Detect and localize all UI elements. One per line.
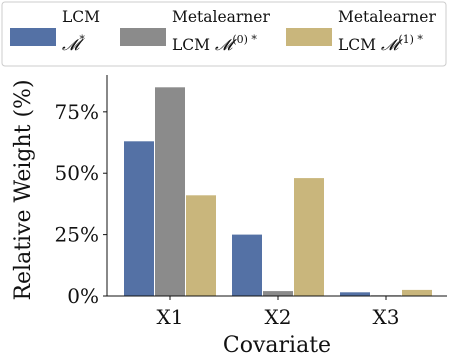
- legend-prefix-metalearner-m1: LCM: [338, 36, 381, 54]
- legend-sup-lcm: *: [79, 33, 85, 46]
- legend-label-lcm-line1: LCM: [62, 8, 100, 26]
- bar-x1-series-1: [155, 87, 185, 296]
- bar-x1-series-0: [124, 141, 154, 296]
- legend-sup-metalearner-m0: (0) *: [232, 33, 257, 46]
- legend-entry-lcm: LCM 𝓜*: [10, 8, 100, 54]
- legend-math-lcm: 𝓜: [62, 36, 84, 54]
- legend-prefix-metalearner-m0: LCM: [172, 36, 215, 54]
- bars-layer: [124, 87, 432, 296]
- legend-swatch-metalearner-m1: [286, 28, 332, 46]
- legend-entry-metalearner-m0: Metalearner LCM 𝓜(0) *: [120, 8, 270, 54]
- x-ticks-layer: X1 X2 X3: [157, 296, 400, 329]
- x-axis-label: Covariate: [223, 333, 331, 358]
- y-tick-label-25: 25%: [55, 223, 99, 247]
- y-tick-label-50: 50%: [55, 161, 99, 185]
- bar-x2-series-2: [294, 178, 324, 296]
- y-tick-label-75: 75%: [55, 100, 99, 124]
- legend-label-metalearner-m0-line2: LCM 𝓜(0) *: [172, 33, 257, 54]
- bar-x2-series-1: [263, 291, 293, 296]
- bar-x3-series-0: [340, 292, 370, 296]
- legend-swatch-metalearner-m0: [120, 28, 166, 46]
- legend-label-metalearner-m0-line1: Metalearner: [172, 8, 270, 26]
- y-axis-label: Relative Weight (%): [11, 79, 36, 300]
- legend-label-lcm-line2: 𝓜*: [62, 33, 85, 54]
- legend-box: [1, 1, 447, 67]
- bar-x1-series-2: [186, 195, 216, 296]
- bar-x2-series-0: [232, 234, 262, 296]
- y-ticks-layer: 0% 25% 50% 75%: [55, 100, 107, 308]
- x-tick-label-x1: X1: [157, 305, 184, 329]
- legend-math-metalearner-m0: 𝓜: [215, 36, 237, 54]
- legend-sup-metalearner-m1: (1) *: [398, 33, 423, 46]
- bar-x3-series-2: [402, 289, 432, 296]
- legend-swatch-lcm: [10, 28, 56, 46]
- legend-math-metalearner-m1: 𝓜: [381, 36, 403, 54]
- x-tick-label-x3: X3: [373, 305, 400, 329]
- x-tick-label-x2: X2: [265, 305, 292, 329]
- legend-label-metalearner-m1-line2: LCM 𝓜(1) *: [338, 33, 423, 54]
- legend-entry-metalearner-m1: Metalearner LCM 𝓜(1) *: [286, 8, 436, 54]
- legend-label-metalearner-m1-line1: Metalearner: [338, 8, 436, 26]
- y-tick-label-0: 0%: [67, 284, 99, 308]
